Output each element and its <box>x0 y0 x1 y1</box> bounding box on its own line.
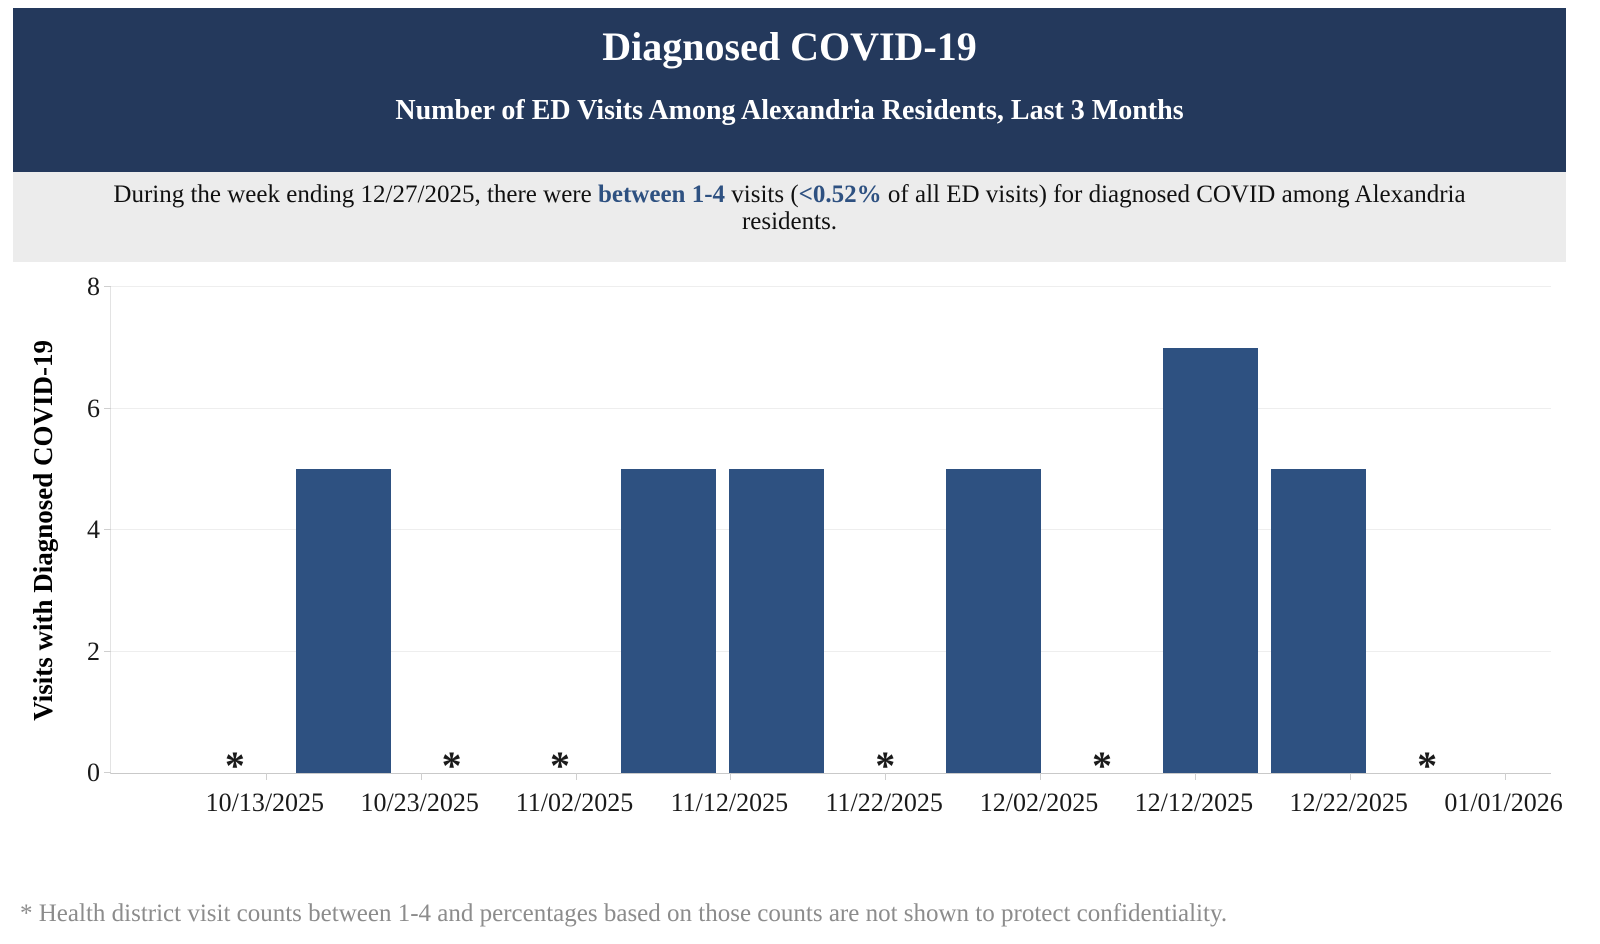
summary-fragment: During the week ending 12/27/2025, there… <box>113 181 598 208</box>
summary-text: During the week ending 12/27/2025, there… <box>73 181 1506 235</box>
summary-fragment: of all ED visits) for diagnosed COVID am… <box>741 181 1466 235</box>
summary-banner: During the week ending 12/27/2025, there… <box>13 172 1566 262</box>
x-tick-mark <box>1040 773 1042 780</box>
x-tick-label: 01/01/2026 <box>1444 788 1563 817</box>
bar <box>946 469 1042 773</box>
y-tick-mark <box>104 286 111 287</box>
x-tick-mark <box>420 773 422 780</box>
x-tick-mark <box>575 773 577 780</box>
x-tick-label: 11/12/2025 <box>670 788 789 817</box>
suppressed-marker: * <box>441 743 462 788</box>
suppressed-marker: * <box>875 743 896 788</box>
y-tick-mark <box>104 529 111 530</box>
gridline <box>111 407 1551 409</box>
y-tick-label: 6 <box>87 393 100 423</box>
gridline <box>111 529 1551 530</box>
suppressed-marker: * <box>1091 743 1112 788</box>
plot-area: * * * * * * <box>104 286 1551 786</box>
x-tick-label: 10/13/2025 <box>205 788 325 817</box>
x-tick-mark <box>265 773 267 780</box>
y-tick-label: 2 <box>87 636 100 666</box>
bar <box>1271 469 1367 773</box>
report-header: Diagnosed COVID-19 Number of ED Visits A… <box>13 8 1566 172</box>
x-tick-mark <box>730 773 732 780</box>
x-tick-label: 12/12/2025 <box>1134 788 1254 817</box>
bar <box>729 469 825 773</box>
y-tick-mark <box>104 407 111 409</box>
gridline <box>111 650 1551 652</box>
suppressed-marker: * <box>224 743 245 788</box>
summary-highlight: <0.52% <box>798 181 882 208</box>
report-subtitle: Number of ED Visits Among Alexandria Res… <box>395 95 1184 126</box>
x-tick-label: 10/23/2025 <box>360 788 479 817</box>
x-tick-label: 11/02/2025 <box>515 788 634 817</box>
suppressed-marker: * <box>1417 743 1438 788</box>
x-tick-mark <box>1504 773 1506 780</box>
x-tick-mark <box>1194 773 1196 780</box>
y-tick-label: 4 <box>87 515 100 544</box>
y-tick-label: 0 <box>87 758 100 787</box>
x-axis-tick-labels: 10/13/2025 10/23/2025 11/02/2025 11/12/2025… <box>110 780 1563 822</box>
gridline <box>111 286 1551 287</box>
x-tick-label: 12/22/2025 <box>1289 788 1408 817</box>
y-tick-mark <box>104 650 111 652</box>
x-tick-mark <box>885 773 887 780</box>
x-tick-label: 11/22/2025 <box>825 788 943 817</box>
suppressed-marker: * <box>550 743 571 788</box>
bar <box>1162 347 1258 773</box>
x-tick-mark <box>1349 773 1351 780</box>
summary-fragment: visits ( <box>725 181 799 208</box>
summary-highlight: between 1-4 <box>597 181 726 208</box>
bar <box>620 469 716 773</box>
y-tick-mark <box>104 772 111 773</box>
y-axis-tick-labels: 0 2 4 6 8 <box>0 274 100 786</box>
report-title: Diagnosed COVID-19 <box>602 24 977 69</box>
confidentiality-footnote: * Health district visit counts between 1… <box>20 900 1228 927</box>
bar <box>295 469 391 773</box>
x-tick-label: 12/02/2025 <box>979 788 1099 817</box>
y-tick-label: 8 <box>87 272 100 301</box>
